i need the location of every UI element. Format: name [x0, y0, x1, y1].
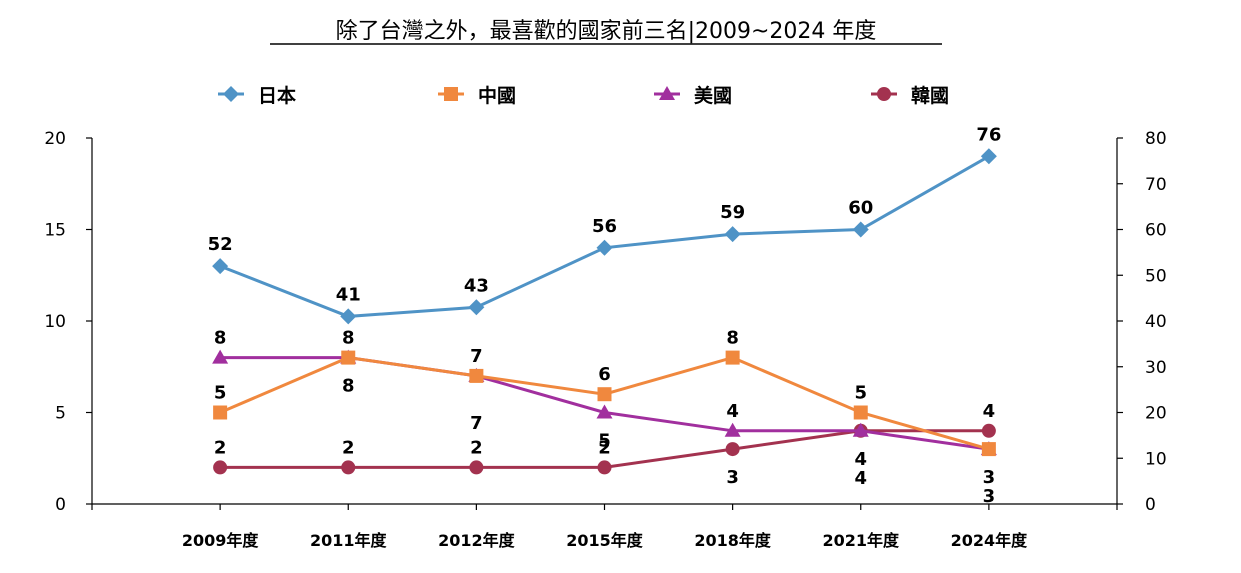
data-label: 7 [470, 413, 483, 434]
legend-label: 中國 [478, 84, 516, 107]
data-label: 60 [848, 198, 873, 219]
x-tick-label: 2021年度 [822, 531, 900, 550]
square-point [213, 405, 228, 420]
data-label: 2 [598, 437, 611, 458]
legend-item: 韓國 [871, 84, 949, 107]
square-point [444, 87, 458, 101]
left-tick-label: 10 [44, 312, 66, 332]
square-point [981, 442, 996, 457]
diamond-point [340, 308, 357, 325]
data-label: 3 [726, 467, 739, 488]
data-label: 7 [470, 346, 483, 367]
square-point [853, 405, 868, 420]
data-label: 5 [854, 383, 867, 404]
triangle-point [852, 422, 869, 437]
data-label: 2 [214, 437, 227, 458]
data-label: 8 [726, 328, 739, 349]
data-label: 4 [854, 468, 867, 489]
data-label: 5 [598, 431, 611, 452]
x-tick-label: 2009年度 [182, 531, 260, 550]
data-label: 4 [854, 449, 867, 470]
legend-label: 韓國 [911, 84, 949, 107]
series-中國 [213, 350, 996, 457]
diamond-point [980, 148, 997, 165]
legend-item: 日本 [218, 84, 296, 107]
data-label: 41 [336, 284, 361, 305]
circle-point [469, 460, 484, 475]
labels-日本: 52 41 43 56 59 60 76 [208, 124, 1002, 305]
legend-item: 美國 [654, 84, 732, 107]
left-tick-label: 15 [44, 221, 66, 241]
diamond-point [212, 258, 229, 275]
right-tick-label: 70 [1145, 175, 1167, 195]
diamond-point [596, 239, 613, 256]
left-tick-label: 5 [55, 404, 66, 424]
right-tick-label: 20 [1145, 404, 1167, 424]
data-label: 43 [464, 275, 489, 296]
chart-title: 除了台灣之外，最喜歡的國家前三名|2009~2024 年度 [336, 19, 877, 44]
circle-point [341, 460, 356, 475]
x-tick-label: 2011年度 [310, 531, 388, 550]
data-label: 59 [720, 202, 745, 223]
data-label: 5 [214, 383, 227, 404]
square-point [469, 368, 484, 383]
data-label: 3 [983, 486, 996, 507]
data-label: 4 [726, 401, 739, 422]
circle-point [213, 460, 228, 475]
right-tick-label: 50 [1145, 266, 1167, 286]
circle-point [981, 423, 996, 438]
legend: 日本 中國 美國 韓國 [218, 84, 949, 107]
legend-item: 中國 [438, 84, 516, 107]
triangle-point [659, 86, 675, 100]
data-label: 8 [342, 328, 355, 349]
legend-label: 美國 [694, 84, 732, 107]
data-label: 2 [470, 437, 483, 458]
left-tick-label: 0 [55, 495, 66, 515]
right-tick-label: 40 [1145, 312, 1167, 332]
x-tick-label: 2024年度 [951, 531, 1029, 550]
legend-label: 日本 [258, 84, 296, 107]
left-tick-label: 20 [44, 129, 66, 149]
data-label: 8 [342, 376, 355, 397]
x-tick-label: 2012年度 [438, 531, 516, 550]
triangle-point [212, 349, 229, 364]
right-tick-label: 80 [1145, 129, 1167, 149]
circle-point [877, 87, 891, 101]
data-label: 2 [342, 437, 355, 458]
right-tick-label: 30 [1145, 358, 1167, 378]
data-label: 56 [592, 216, 617, 237]
square-point [341, 350, 356, 365]
data-label: 6 [598, 364, 611, 385]
circle-point [725, 442, 740, 457]
labels-韓國: 2 2 2 23 44 [214, 401, 995, 489]
square-point [725, 350, 740, 365]
right-tick-label: 0 [1145, 495, 1156, 515]
x-tick-label: 2018年度 [694, 531, 772, 550]
data-label: 8 [214, 328, 227, 349]
diamond-point [223, 86, 239, 102]
diamond-point [724, 226, 741, 243]
data-label: 76 [976, 124, 1001, 145]
diamond-point [468, 299, 485, 316]
labels-中國: 5 8 7 6 8 5 3 [214, 328, 995, 508]
data-label: 4 [983, 401, 996, 422]
square-point [597, 387, 612, 402]
triangle-point [724, 422, 741, 437]
data-label: 52 [208, 234, 233, 255]
right-tick-label: 60 [1145, 221, 1167, 241]
data-label: 3 [983, 467, 996, 488]
series-日本 [212, 148, 997, 325]
x-tick-label: 2015年度 [566, 531, 644, 550]
circle-point [597, 460, 612, 475]
triangle-point [596, 404, 613, 419]
axes: 0 5 10 15 20 0 10 20 30 40 50 60 70 80 2009年度 2011年度 201… [44, 129, 1166, 550]
right-tick-label: 10 [1145, 449, 1167, 469]
diamond-point [852, 221, 869, 238]
